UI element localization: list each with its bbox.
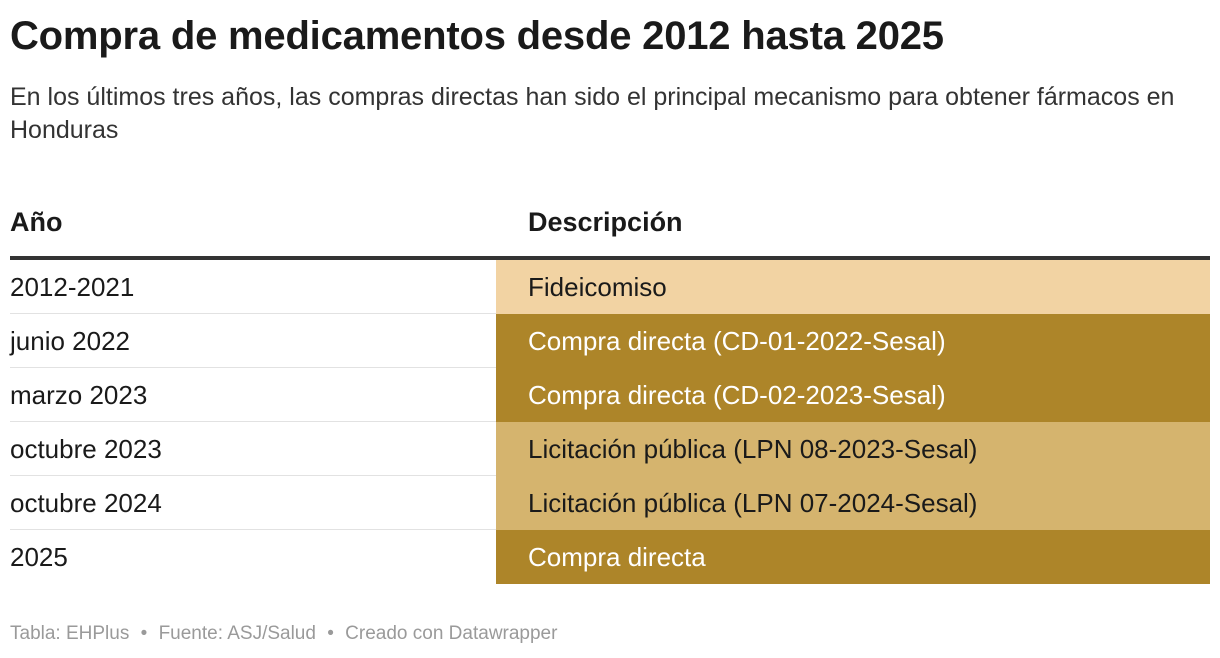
footer-separator: •	[140, 623, 148, 644]
table-credit: Tabla: EHPlus	[10, 623, 130, 644]
cell-description: Licitación pública (LPN 08-2023-Sesal)	[496, 422, 1210, 476]
column-header-year[interactable]: Año	[10, 207, 63, 237]
cell-year: 2025	[10, 542, 68, 572]
table-row: junio 2022 Compra directa (CD-01-2022-Ses…	[10, 314, 1210, 368]
footer-separator: •	[327, 623, 334, 644]
cell-year: octubre 2024	[10, 488, 162, 518]
column-header-description[interactable]: Descripción	[528, 207, 683, 237]
cell-year: octubre 2023	[10, 434, 162, 464]
table-header: Año Descripción	[10, 196, 1210, 260]
table-row: octubre 2024 Licitación pública (LPN 07-2…	[10, 476, 1210, 530]
table-row: marzo 2023 Compra directa (CD-02-2023-Ses…	[10, 368, 1210, 422]
cell-description: Licitación pública (LPN 07-2024-Sesal)	[496, 476, 1210, 530]
cell-description: Compra directa (CD-02-2023-Sesal)	[496, 368, 1210, 422]
datawrapper-link[interactable]: Creado con Datawrapper	[345, 623, 558, 644]
cell-year: junio 2022	[10, 326, 130, 356]
source-credit: Fuente: ASJ/Salud	[158, 623, 316, 644]
cell-year: 2012-2021	[10, 272, 135, 302]
chart-subtitle: En los últimos tres años, las compras di…	[10, 83, 1175, 144]
table-row: 2025 Compra directa	[10, 530, 1210, 584]
footer-credits: Tabla: EHPlus • Fuente: ASJ/Salud • Crea…	[10, 622, 557, 646]
cell-description: Compra directa	[496, 530, 1210, 584]
cell-year: marzo 2023	[10, 380, 148, 410]
chart-title: Compra de medicamentos desde 2012 hasta …	[10, 14, 944, 58]
cell-description: Fideicomiso	[496, 260, 1210, 314]
cell-description: Compra directa (CD-01-2022-Sesal)	[496, 314, 1210, 368]
table-body: 2012-2021 Fideicomiso junio 2022 Compra dir…	[10, 260, 1210, 584]
table-row: octubre 2023 Licitación pública (LPN 08-2…	[10, 422, 1210, 476]
table-row: 2012-2021 Fideicomiso	[10, 260, 1210, 314]
data-table: Año Descripción 2012-2021 Fideicomiso juni…	[10, 196, 1210, 584]
